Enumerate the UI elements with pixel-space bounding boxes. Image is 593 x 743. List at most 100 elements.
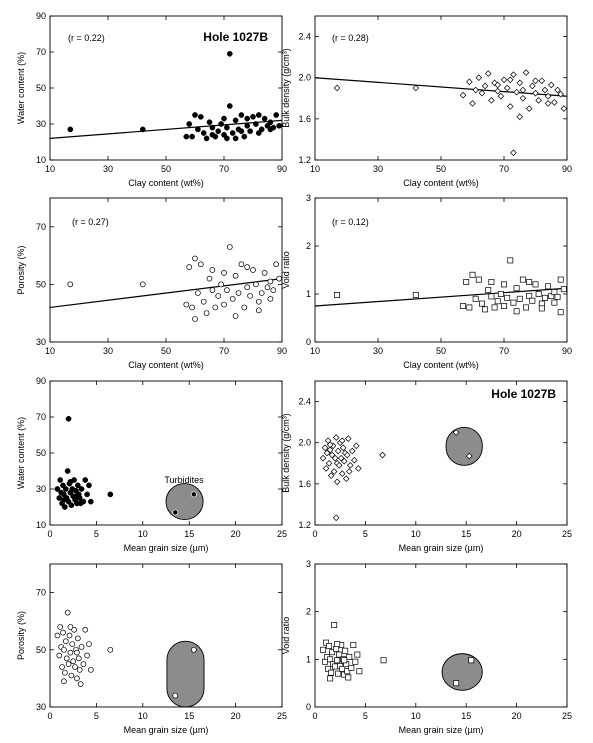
data-point [74,675,80,682]
data-point [186,264,193,270]
data-point [545,283,552,290]
data-point [244,115,251,122]
data-point [86,482,92,489]
x-tick-label: 0 [47,529,52,539]
data-point [494,81,501,89]
data-point [218,121,224,127]
data-point [235,290,242,296]
data-point [342,647,349,654]
data-point [244,284,251,291]
data-point [75,655,82,662]
data-point [195,126,201,133]
turbidite-highlight-box [445,426,483,466]
data-point [325,459,333,467]
data-point [270,287,277,294]
y-axis-label: Water content (%) [16,417,26,489]
data-point [255,298,262,305]
data-point [507,257,514,264]
data-point [206,275,213,282]
data-point [472,295,479,302]
x-tick-label: 0 [312,711,317,721]
trend-line [314,287,568,307]
data-point [261,270,268,276]
y-axis-label: Bulk density (g/cm³) [281,48,291,128]
data-point [510,299,517,306]
data-point [541,86,549,94]
data-point [84,652,90,659]
data-point [273,261,280,268]
data-point [224,135,230,142]
data-point [253,121,259,127]
chart-panel-4: 10 30 50 70 90 0 1 2 3 Clay content (wt%) Void rat… [281,193,572,370]
y-axis-label: Void ratio [281,617,291,655]
x-axis-label: Clay content (wt%) [403,178,479,188]
data-point [247,293,253,299]
data-point [70,658,77,665]
data-point [241,133,248,140]
data-point [200,298,207,305]
data-point [62,486,69,492]
data-point [71,626,77,633]
data-point [267,278,274,285]
data-point [229,130,236,136]
y-tick-label: 2.4 [298,32,311,42]
data-point [215,128,222,135]
data-point [519,86,527,94]
x-axis-label: Mean grain size (µm) [124,725,209,735]
x-tick-label: 10 [310,164,320,174]
data-point [189,304,195,311]
data-point [335,670,342,677]
data-point [469,271,476,278]
x-tick-label: 20 [231,529,241,539]
data-point [238,128,245,135]
x-tick-label: 50 [161,164,171,174]
data-point [209,267,216,273]
highlight-point [172,509,179,516]
data-point [264,284,271,291]
data-point [526,279,533,285]
data-point [507,76,514,84]
data-point [253,281,259,288]
x-tick-label: 25 [562,711,572,721]
data-point [494,87,501,95]
data-point [326,446,334,454]
data-point [497,92,505,100]
highlight-point [468,657,475,664]
data-point [339,444,347,452]
x-tick-label: 70 [219,346,229,356]
data-point [244,264,251,270]
data-point [67,478,74,485]
y-axis-label: Void ratio [281,251,291,289]
data-point [139,281,146,288]
data-point [532,281,539,288]
data-point [479,300,485,307]
trend-line [314,77,568,97]
data-point [241,304,248,311]
y-tick-label: 3 [306,559,311,569]
data-point [200,130,207,136]
data-point [355,465,362,472]
data-point [221,301,227,308]
data-point [80,661,87,667]
data-point [273,112,280,118]
data-point [320,646,327,653]
data-point [57,624,64,630]
data-point [326,441,334,449]
data-point [87,666,94,673]
data-point [324,437,332,444]
data-point [332,663,339,670]
data-point [66,632,73,639]
y-tick-label: 70 [36,47,46,57]
data-point [107,491,114,498]
data-point [183,133,190,140]
data-point [340,457,348,465]
data-point [334,447,342,455]
annotation: Hole 1027B [203,30,268,44]
data-point [356,668,363,675]
highlight-point [172,692,179,699]
chart-panel-5: 0 5 10 15 20 25 10 30 50 70 90 Mean grain size (µm)… [16,376,287,553]
data-point [345,468,353,475]
data-point [82,626,89,633]
data-point [331,454,339,462]
data-point [215,293,222,299]
